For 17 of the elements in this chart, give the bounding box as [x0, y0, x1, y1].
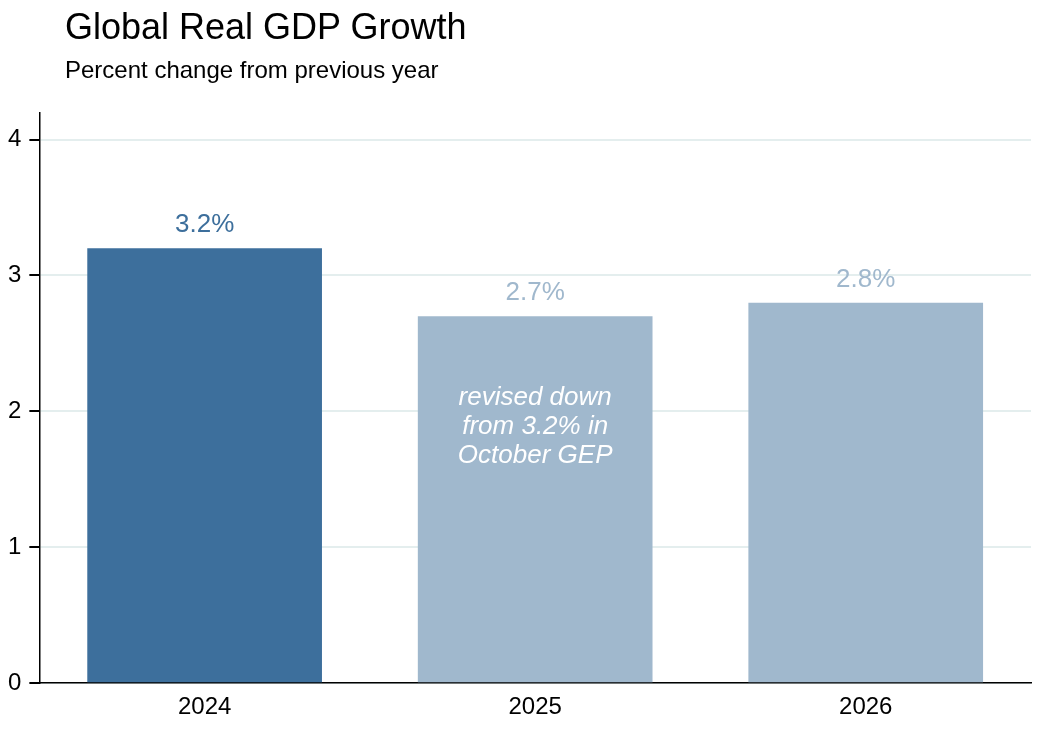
- x-tick-label: 2026: [839, 692, 893, 720]
- bar: [87, 248, 322, 683]
- data-label: 2.8%: [836, 262, 896, 293]
- y-tick-label: 0: [7, 667, 22, 695]
- y-tick-label: 1: [7, 531, 22, 559]
- bar: [748, 302, 984, 683]
- chart-subtitle: Percent change from previous year: [65, 56, 439, 84]
- y-tick-label: 2: [7, 396, 22, 424]
- x-tick-label: 2025: [508, 692, 562, 720]
- x-tick-label: 2024: [177, 692, 232, 720]
- bar: [417, 316, 653, 683]
- y-tick-label: 4: [7, 124, 22, 152]
- chart-title: Global Real GDP Growth: [65, 6, 467, 48]
- annotation: revised down from 3.2% in October GEP: [457, 380, 614, 469]
- y-tick-label: 3: [7, 260, 22, 288]
- data-label: 3.2%: [174, 208, 235, 239]
- data-label: 2.7%: [505, 276, 565, 307]
